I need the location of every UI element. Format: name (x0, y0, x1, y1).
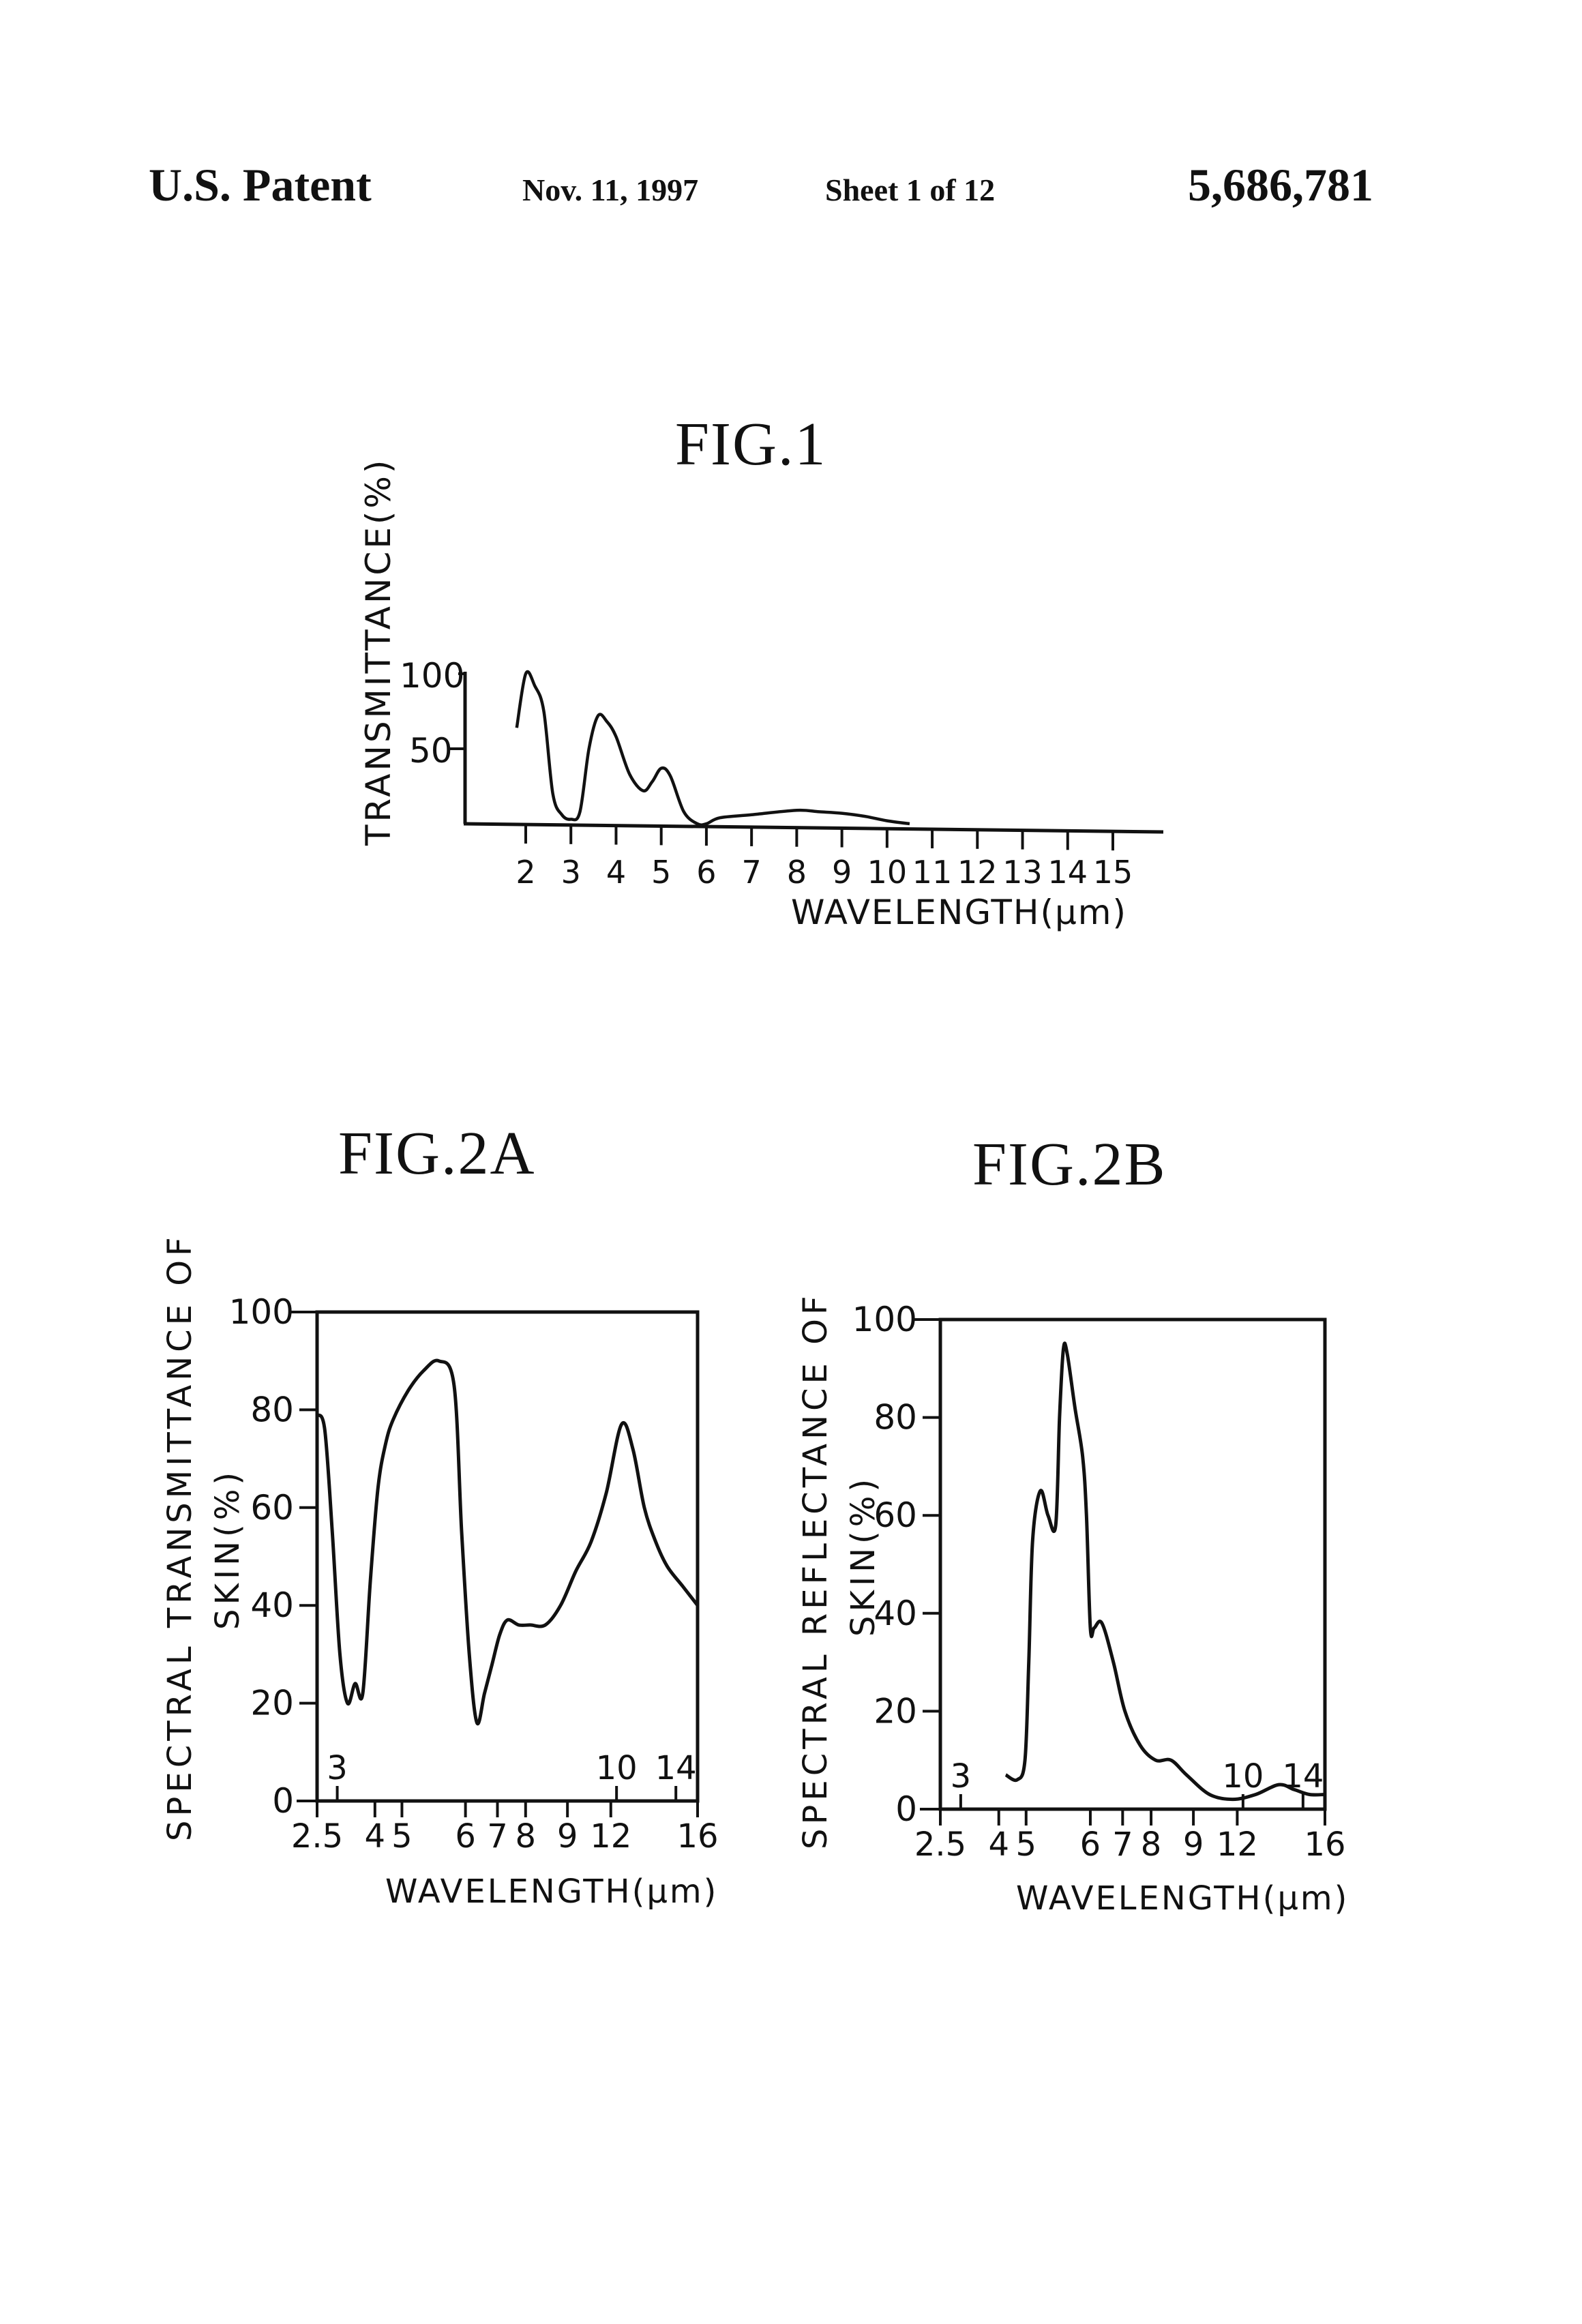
xtick-label: 16 (1304, 1826, 1345, 1864)
xtick-label: 2.5 (914, 1826, 966, 1864)
xtick-label: 12 (590, 1817, 631, 1856)
ytick-label: 100 (229, 1292, 294, 1332)
xtick-label: 6 (1080, 1826, 1101, 1864)
fig1-xtick-label: 6 (696, 854, 716, 891)
fig1-x-axis (464, 824, 1163, 832)
ytick-label: 60 (250, 1488, 294, 1528)
fig2a-curve (317, 1360, 698, 1724)
fig1-xtick-label: 3 (561, 854, 581, 891)
fig1-ytick-50: 50 (409, 731, 453, 771)
xtick-label: 5 (1015, 1826, 1036, 1864)
xtick-label: 5 (391, 1817, 413, 1856)
ytick-label: 100 (852, 1300, 917, 1339)
fig1-xlabel: WAVELENGTH(μm) (791, 893, 1127, 932)
ytick-label: 20 (250, 1684, 294, 1723)
fig1-chart: TRANSMITTANCE(%) 100 50 23456789 10111213… (359, 458, 1163, 932)
fig1-ylabel: TRANSMITTANCE(%) (359, 458, 398, 846)
fig1-curve (517, 672, 910, 825)
fig2a-xlabel: WAVELENGTH(μm) (385, 1873, 718, 1911)
fig1-xtick-label: 4 (606, 854, 626, 891)
fig2b-curve (1006, 1343, 1325, 1800)
fig2b-axes: 0 20 40 60 80 100 2.5 45 6789 12 16 3 10 14 (852, 1300, 1346, 1864)
figures-canvas: TRANSMITTANCE(%) 100 50 2345678910111213… (0, 0, 1582, 2324)
xtick-label: 9 (1183, 1826, 1204, 1864)
fig1-xtick-label: 13 (1002, 854, 1043, 891)
fig1-xtick-label: 7 (742, 854, 762, 891)
xtick-label: 12 (1217, 1826, 1258, 1864)
fig1-xtick-label: 10 (867, 854, 908, 891)
fig1-xtick-label: 11 (912, 854, 953, 891)
xtick-label-top: 10 (596, 1749, 638, 1787)
fig2b-chart: SPECTRAL REFLECTANCE OF SKIN(%) 02040608… (796, 1292, 1349, 1918)
fig2b-ylabel-line1: SPECTRAL REFLECTANCE OF (796, 1292, 835, 1849)
fig1-xtick-label: 2 (516, 854, 535, 891)
xtick-label: 9 (557, 1817, 578, 1856)
fig1-x-ticks: 23456789 101112131415 (516, 826, 1133, 891)
fig2a-plot-frame (317, 1312, 698, 1801)
fig1-xtick-label: 8 (787, 854, 807, 891)
xtick-label: 8 (1141, 1826, 1162, 1864)
fig1-xtick-label: 15 (1093, 854, 1133, 891)
xtick-label: 2.5 (291, 1817, 343, 1856)
fig2a-axes: 0 20 40 60 80 100 2.5 45 6789 12 16 3 10 14 (229, 1292, 719, 1856)
ytick-label: 80 (874, 1398, 917, 1437)
ytick-label: 80 (250, 1390, 294, 1429)
xtick-label: 7 (487, 1817, 508, 1856)
xtick-label-top: 14 (655, 1749, 697, 1787)
ytick-label: 40 (874, 1594, 917, 1633)
xtick-label-top: 10 (1222, 1757, 1264, 1796)
ytick-label: 0 (895, 1789, 917, 1829)
fig2a-ylabel-line2: SKIN(%) (209, 1468, 247, 1630)
xtick-label: 8 (516, 1817, 537, 1856)
xtick-label-top: 3 (951, 1757, 972, 1796)
xtick-label: 6 (455, 1817, 476, 1856)
xtick-label-top: 14 (1282, 1757, 1324, 1796)
xtick-label: 4 (988, 1826, 1009, 1864)
fig1-xtick-label: 5 (651, 854, 671, 891)
fig2b-plot-frame (940, 1320, 1325, 1809)
ytick-label: 0 (272, 1781, 294, 1821)
fig2a-chart: SPECTRAL TRANSMITTANCE OF SKIN(%) 0 20 40 6… (161, 1233, 719, 1911)
fig1-xtick-label: 9 (832, 854, 852, 891)
fig1-xtick-label: 14 (1047, 854, 1088, 891)
fig1-ytick-100: 100 (400, 656, 464, 696)
ytick-label: 60 (874, 1495, 917, 1535)
fig2b-xlabel: WAVELENGTH(μm) (1016, 1879, 1349, 1918)
ytick-label: 20 (874, 1691, 917, 1731)
xtick-label: 7 (1112, 1826, 1133, 1864)
xtick-label: 4 (365, 1817, 386, 1856)
xtick-label: 16 (676, 1817, 718, 1856)
ytick-label: 40 (250, 1585, 294, 1625)
fig2a-ylabel-line1: SPECTRAL TRANSMITTANCE OF (161, 1233, 199, 1841)
xtick-label-top: 3 (327, 1749, 348, 1787)
fig1-xtick-label: 12 (957, 854, 998, 891)
